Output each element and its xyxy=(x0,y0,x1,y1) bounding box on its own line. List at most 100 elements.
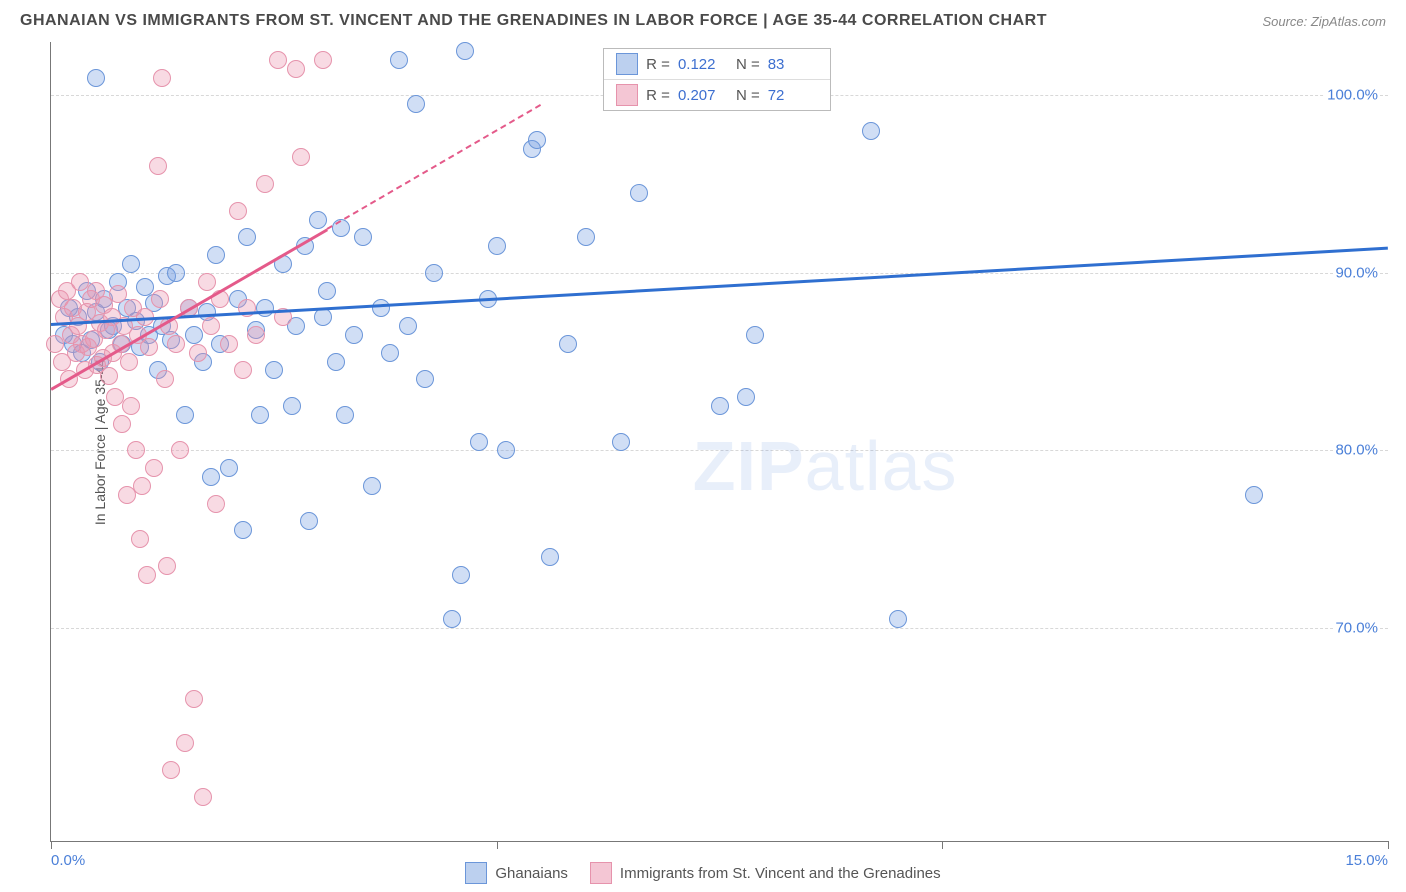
scatter-point xyxy=(238,228,256,246)
scatter-point xyxy=(443,610,461,628)
scatter-point xyxy=(162,761,180,779)
scatter-point xyxy=(185,690,203,708)
scatter-point xyxy=(198,273,216,291)
scatter-point xyxy=(309,211,327,229)
scatter-point xyxy=(158,557,176,575)
scatter-point xyxy=(256,175,274,193)
scatter-point xyxy=(541,548,559,566)
scatter-point xyxy=(167,335,185,353)
legend-swatch xyxy=(590,862,612,884)
trend-line xyxy=(51,246,1388,325)
scatter-point xyxy=(300,512,318,530)
scatter-point xyxy=(220,459,238,477)
stats-n-label: N = xyxy=(736,87,760,104)
scatter-point xyxy=(122,397,140,415)
scatter-point xyxy=(207,495,225,513)
legend-swatch xyxy=(465,862,487,884)
scatter-point xyxy=(314,51,332,69)
scatter-point xyxy=(612,433,630,451)
scatter-point xyxy=(229,202,247,220)
scatter-point xyxy=(399,317,417,335)
source-label: Source: ZipAtlas.com xyxy=(1262,14,1386,29)
scatter-point xyxy=(167,264,185,282)
scatter-point xyxy=(737,388,755,406)
scatter-point xyxy=(363,477,381,495)
scatter-point xyxy=(234,521,252,539)
scatter-point xyxy=(354,228,372,246)
scatter-point xyxy=(122,255,140,273)
scatter-point xyxy=(127,441,145,459)
scatter-point xyxy=(425,264,443,282)
scatter-point xyxy=(711,397,729,415)
scatter-point xyxy=(194,788,212,806)
stats-r-label: R = xyxy=(646,56,670,73)
scatter-point xyxy=(120,353,138,371)
scatter-point xyxy=(372,299,390,317)
scatter-point xyxy=(287,60,305,78)
legend-swatch xyxy=(616,84,638,106)
scatter-point xyxy=(207,246,225,264)
scatter-point xyxy=(889,610,907,628)
scatter-point xyxy=(416,370,434,388)
scatter-point xyxy=(189,344,207,362)
scatter-point xyxy=(256,299,274,317)
bottom-legend: Ghanaians Immigrants from St. Vincent and… xyxy=(0,862,1406,884)
scatter-point xyxy=(318,282,336,300)
scatter-point xyxy=(559,335,577,353)
scatter-point xyxy=(269,51,287,69)
scatter-point xyxy=(149,157,167,175)
stats-n-value: 83 xyxy=(768,56,818,73)
scatter-point xyxy=(176,406,194,424)
legend-swatch xyxy=(616,53,638,75)
scatter-point xyxy=(185,326,203,344)
stats-r-label: R = xyxy=(646,87,670,104)
scatter-point xyxy=(100,367,118,385)
stats-n-value: 72 xyxy=(768,87,818,104)
scatter-point xyxy=(265,361,283,379)
scatter-point xyxy=(407,95,425,113)
x-tick xyxy=(497,841,498,849)
stats-r-value: 0.122 xyxy=(678,56,728,73)
scatter-point xyxy=(1245,486,1263,504)
scatter-point xyxy=(151,290,169,308)
stats-row: R =0.122N =83 xyxy=(604,49,830,80)
legend-label: Immigrants from St. Vincent and the Gren… xyxy=(620,865,941,882)
scatter-point xyxy=(138,566,156,584)
scatter-point xyxy=(390,51,408,69)
legend-item: Ghanaians xyxy=(465,862,568,884)
scatter-point xyxy=(283,397,301,415)
scatter-point xyxy=(176,734,194,752)
y-tick-label: 80.0% xyxy=(1333,442,1380,459)
x-tick xyxy=(1388,841,1389,849)
scatter-point xyxy=(630,184,648,202)
y-tick-label: 70.0% xyxy=(1333,619,1380,636)
x-tick xyxy=(942,841,943,849)
scatter-point xyxy=(345,326,363,344)
scatter-point xyxy=(202,317,220,335)
scatter-point xyxy=(746,326,764,344)
chart-title: GHANAIAN VS IMMIGRANTS FROM ST. VINCENT … xyxy=(20,12,1047,30)
scatter-point xyxy=(220,335,238,353)
gridline xyxy=(51,628,1388,629)
scatter-point xyxy=(113,415,131,433)
scatter-point xyxy=(156,370,174,388)
scatter-point xyxy=(488,237,506,255)
legend-item: Immigrants from St. Vincent and the Gren… xyxy=(590,862,941,884)
scatter-point xyxy=(327,353,345,371)
scatter-point xyxy=(292,148,310,166)
scatter-point xyxy=(87,69,105,87)
plot-area: In Labor Force | Age 35-44 70.0%80.0%90.… xyxy=(50,42,1388,842)
scatter-point xyxy=(314,308,332,326)
scatter-point xyxy=(140,338,158,356)
scatter-point xyxy=(381,344,399,362)
scatter-point xyxy=(577,228,595,246)
scatter-point xyxy=(131,530,149,548)
scatter-point xyxy=(171,441,189,459)
scatter-point xyxy=(133,477,151,495)
stats-legend-box: R =0.122N =83R =0.207N =72 xyxy=(603,48,831,111)
scatter-point xyxy=(336,406,354,424)
x-tick xyxy=(51,841,52,849)
scatter-point xyxy=(251,406,269,424)
scatter-point xyxy=(145,459,163,477)
scatter-point xyxy=(202,468,220,486)
